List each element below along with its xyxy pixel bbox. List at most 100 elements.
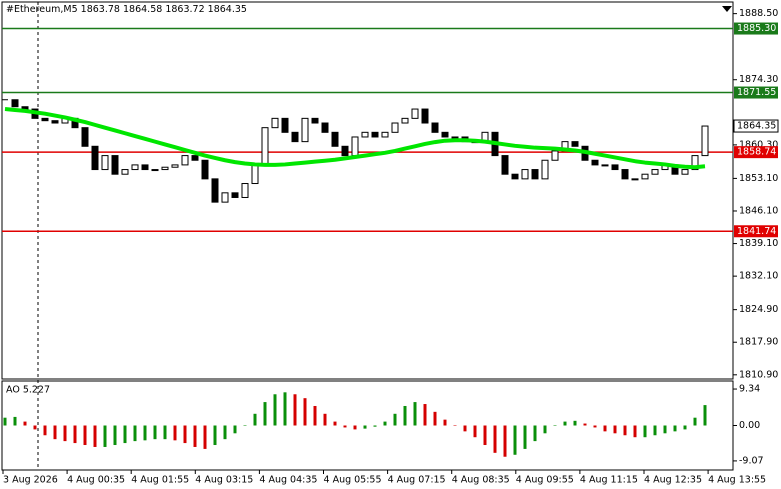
ao-bar xyxy=(93,425,97,447)
ao-bar xyxy=(303,398,307,426)
candle xyxy=(691,155,699,171)
x-tick-label: 4 Aug 13:55 xyxy=(708,475,766,486)
y-tick-label: -9.07 xyxy=(739,455,764,466)
price-level-tag xyxy=(734,22,778,35)
ao-bar xyxy=(683,425,687,430)
ao-bar xyxy=(633,425,637,438)
ao-bar xyxy=(413,402,417,426)
ao-bar xyxy=(383,421,387,426)
candle xyxy=(121,169,129,175)
ao-bar xyxy=(463,425,467,432)
ao-bar xyxy=(73,425,77,444)
price-level-label: 1885.30 xyxy=(737,23,776,34)
ao-bar xyxy=(393,413,397,426)
ohlc-value: 1864.35 xyxy=(208,4,247,15)
candle xyxy=(251,164,259,185)
ao-bar xyxy=(243,425,247,426)
ao-bar xyxy=(573,420,577,426)
ao-bar xyxy=(233,425,237,434)
x-tick-label: 4 Aug 05:55 xyxy=(324,475,382,486)
ao-bar xyxy=(213,425,217,446)
x-tick-label: 4 Aug 11:15 xyxy=(580,475,638,486)
candle xyxy=(171,164,179,168)
ao-bar xyxy=(353,425,357,430)
x-tick-label: 4 Aug 03:15 xyxy=(195,475,253,486)
ao-bar xyxy=(583,423,587,426)
candle xyxy=(241,183,249,198)
candle xyxy=(221,192,229,203)
candle xyxy=(201,159,209,180)
candle xyxy=(621,169,629,180)
ao-bar xyxy=(3,417,7,426)
candle xyxy=(521,169,529,180)
candle xyxy=(351,136,359,157)
ao-bar xyxy=(513,425,517,455)
x-tick-label: 4 Aug 07:15 xyxy=(388,475,446,486)
ao-bar xyxy=(693,417,697,426)
candle xyxy=(421,108,429,124)
ao-bar xyxy=(173,425,177,441)
candle xyxy=(131,164,139,171)
indicator-title: AO 5.227 xyxy=(6,385,50,396)
ao-bar xyxy=(403,405,407,426)
candle xyxy=(631,178,639,181)
candle xyxy=(451,136,459,139)
ao-bar xyxy=(113,425,117,446)
ao-bar xyxy=(153,425,157,440)
candle xyxy=(611,164,619,171)
y-tick-label: 1874.30 xyxy=(739,74,778,85)
ao-bar xyxy=(43,425,47,436)
y-tick-label: 1824.90 xyxy=(739,304,778,315)
ao-bar xyxy=(253,413,257,426)
ao-bar xyxy=(473,425,477,438)
ao-bar xyxy=(373,425,377,427)
candle xyxy=(511,173,519,180)
x-tick-label: 3 Aug 2026 xyxy=(3,475,58,486)
candle xyxy=(161,166,169,171)
candle xyxy=(531,169,539,180)
x-tick-label: 4 Aug 01:55 xyxy=(131,475,189,486)
ao-bar xyxy=(523,425,527,449)
last-price-tag xyxy=(733,119,779,133)
y-tick-label: 1817.90 xyxy=(739,337,778,348)
candle xyxy=(591,159,599,166)
x-tick-label: 4 Aug 08:35 xyxy=(452,475,510,486)
ao-bar xyxy=(653,425,657,436)
candle xyxy=(331,131,339,147)
ao-bar xyxy=(613,425,617,434)
ao-panel-frame xyxy=(1,380,734,471)
candle xyxy=(431,122,439,133)
ao-bar xyxy=(433,411,437,426)
ao-bar xyxy=(83,425,87,446)
ao-bar xyxy=(623,425,627,436)
ao-bar xyxy=(283,392,287,426)
y-tick-label: 0.00 xyxy=(739,420,760,431)
y-tick-label: 1888.50 xyxy=(739,8,778,19)
y-tick-label: 1839.10 xyxy=(739,238,778,249)
ao-bar xyxy=(343,425,347,428)
ao-bar xyxy=(313,405,317,426)
ao-bar xyxy=(263,402,267,426)
candle xyxy=(361,131,369,138)
ao-bar xyxy=(53,425,57,440)
candle xyxy=(391,122,399,133)
ao-bar xyxy=(133,425,137,442)
y-tick-label: 1860.30 xyxy=(739,139,778,150)
candle xyxy=(271,117,279,129)
ao-bar xyxy=(293,394,297,426)
ao-bar xyxy=(273,394,277,426)
ohlc-value: 1863.72 xyxy=(165,4,204,15)
scroll-arrow[interactable] xyxy=(722,6,732,12)
candle xyxy=(401,117,409,124)
ao-bar xyxy=(13,416,17,426)
ao-bar xyxy=(703,405,707,426)
chart-header: #Ethereum,M5 1863.78 1864.58 1863.72 186… xyxy=(6,4,247,15)
y-tick-label: 1846.10 xyxy=(739,205,778,216)
main-panel-frame xyxy=(1,1,734,380)
ao-bar xyxy=(563,421,567,426)
ao-bar xyxy=(163,425,167,440)
ao-bar xyxy=(503,425,507,457)
candle xyxy=(371,131,379,138)
candle xyxy=(281,117,289,133)
